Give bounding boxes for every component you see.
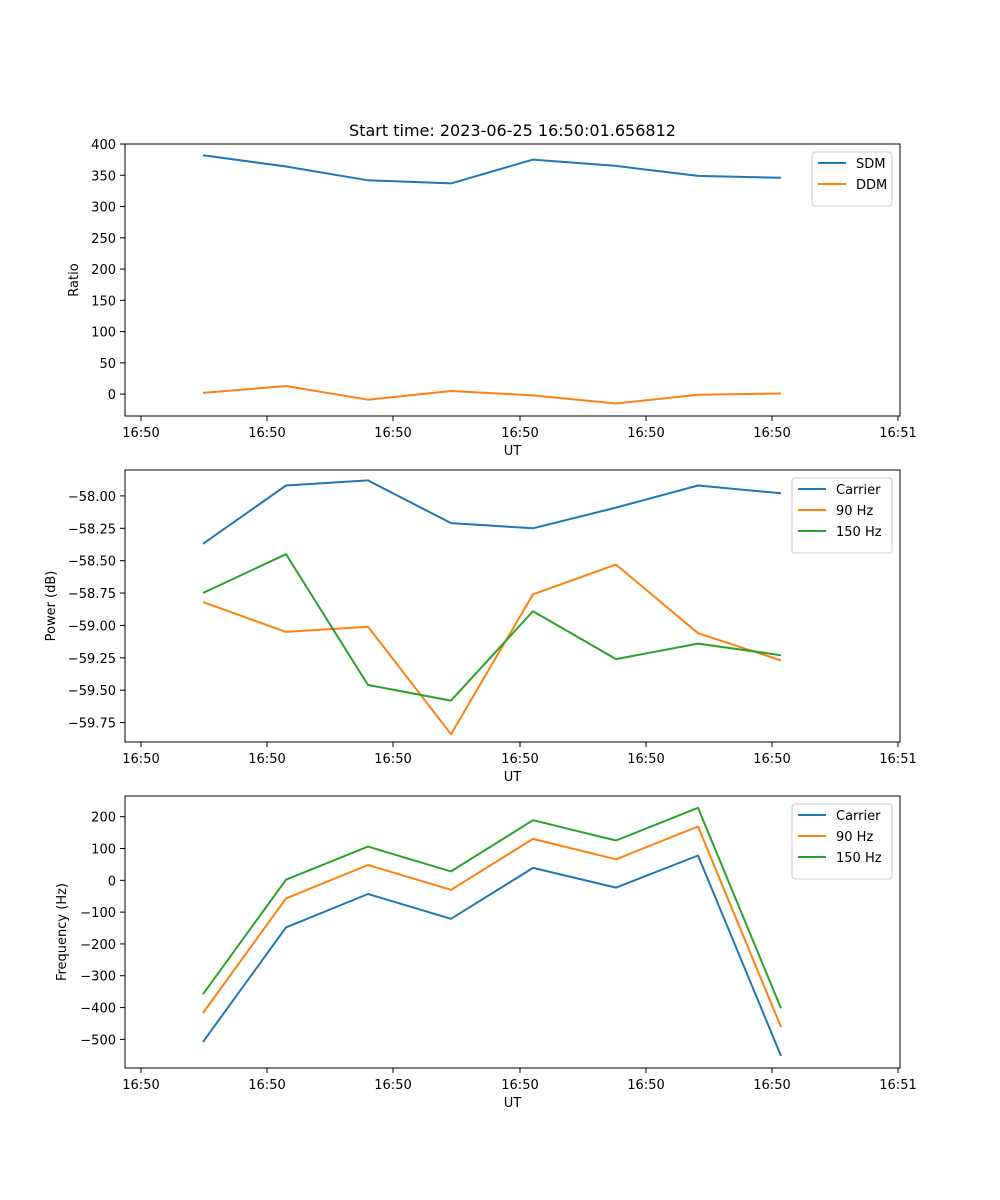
x-tick-label: 16:50 [374, 1078, 411, 1093]
y-tick-label: 0 [108, 388, 116, 403]
series-line-90-hz [202, 563, 782, 736]
legend-box [811, 151, 893, 207]
chart-title: Start time: 2023-06-25 16:50:01.656812 [349, 121, 676, 140]
y-tick-label: 350 [91, 169, 116, 184]
chart-panel-2: 16:50 16:50 16:50 16:50 16:50 16:50 16:51 −58.0… [44, 469, 917, 785]
x-axis-label: UT [504, 1096, 522, 1111]
x-tick-label: 16:50 [501, 1078, 538, 1093]
x-tick-label: 16:50 [753, 752, 790, 767]
y-tick-label: 250 [91, 232, 116, 247]
x-axis-label: UT [504, 444, 522, 459]
x-axis-label: UT [504, 770, 522, 785]
series-line-90-hz [202, 825, 782, 1028]
legend: Carrier 90 Hz 150 Hz [791, 477, 893, 554]
y-tick-label: −400 [80, 1002, 116, 1017]
x-tick-label: 16:51 [879, 426, 916, 441]
series-line-150-hz [202, 806, 782, 1009]
x-tick-label: 16:50 [374, 752, 411, 767]
y-tick-label: −59.50 [68, 684, 116, 699]
x-tick-label: 16:50 [627, 1078, 664, 1093]
y-tick-label: 400 [91, 138, 116, 153]
y-tick-label: −58.75 [68, 587, 116, 602]
legend-label: 150 Hz [836, 851, 882, 866]
legend-label: 90 Hz [836, 830, 873, 845]
chart-panel-1: Start time: 2023-06-25 16:50:01.656812 16… [67, 121, 917, 459]
series-line-carrier [202, 479, 782, 545]
y-axis-label: Frequency (Hz) [55, 883, 70, 981]
legend-label: Carrier [836, 809, 881, 824]
x-tick-label: 16:50 [374, 426, 411, 441]
x-tick-label: 16:50 [501, 426, 538, 441]
y-tick-label: 300 [91, 201, 116, 216]
legend-box [791, 477, 893, 554]
x-tick-label: 16:50 [627, 752, 664, 767]
x-tick-label: 16:50 [627, 426, 664, 441]
legend-box [791, 803, 893, 880]
plot-frame [124, 795, 901, 1069]
series-line-sdm [202, 154, 782, 185]
y-tick-label: −58.00 [68, 490, 116, 505]
x-tick-label: 16:50 [248, 1078, 285, 1093]
y-tick-label: 100 [91, 842, 116, 857]
y-tick-label: −59.25 [68, 652, 116, 667]
x-tick-label: 16:50 [248, 426, 285, 441]
y-axis-label: Ratio [67, 263, 82, 296]
y-tick-label: −500 [80, 1033, 116, 1048]
y-tick-label: −100 [80, 906, 116, 921]
series-line-carrier [202, 854, 782, 1057]
y-tick-label: 0 [108, 874, 116, 889]
x-tick-label: 16:50 [501, 752, 538, 767]
x-tick-label: 16:50 [122, 1078, 159, 1093]
series-line-150-hz [202, 553, 782, 702]
x-tick-label: 16:50 [753, 426, 790, 441]
legend-label: Carrier [836, 483, 881, 498]
y-tick-label: 200 [91, 811, 116, 826]
y-tick-label: −58.50 [68, 555, 116, 570]
x-tick-label: 16:50 [122, 752, 159, 767]
chart-panel-3: 16:50 16:50 16:50 16:50 16:50 16:50 16:51 200 10… [55, 795, 917, 1111]
y-tick-label: −300 [80, 970, 116, 985]
legend: SDM DDM [811, 151, 893, 207]
legend-label: DDM [856, 178, 887, 193]
y-tick-label: −59.00 [68, 619, 116, 634]
x-tick-label: 16:50 [753, 1078, 790, 1093]
y-tick-label: −200 [80, 938, 116, 953]
x-tick-label: 16:50 [248, 752, 285, 767]
x-tick-label: 16:51 [879, 752, 916, 767]
legend-label: SDM [856, 157, 885, 172]
legend-label: 90 Hz [836, 504, 873, 519]
legend: Carrier 90 Hz 150 Hz [791, 803, 893, 880]
x-tick-label: 16:50 [122, 426, 159, 441]
legend-label: 150 Hz [836, 525, 882, 540]
plot-frame [124, 143, 901, 417]
series-line-ddm [202, 385, 782, 405]
y-axis-label: Power (dB) [44, 571, 59, 642]
y-tick-label: −59.75 [68, 717, 116, 732]
y-tick-label: 50 [99, 357, 116, 372]
y-tick-label: −58.25 [68, 522, 116, 537]
y-tick-label: 200 [91, 263, 116, 278]
y-tick-label: 150 [91, 294, 116, 309]
plot-frame [124, 469, 901, 743]
y-tick-label: 100 [91, 326, 116, 341]
x-tick-label: 16:51 [879, 1078, 916, 1093]
